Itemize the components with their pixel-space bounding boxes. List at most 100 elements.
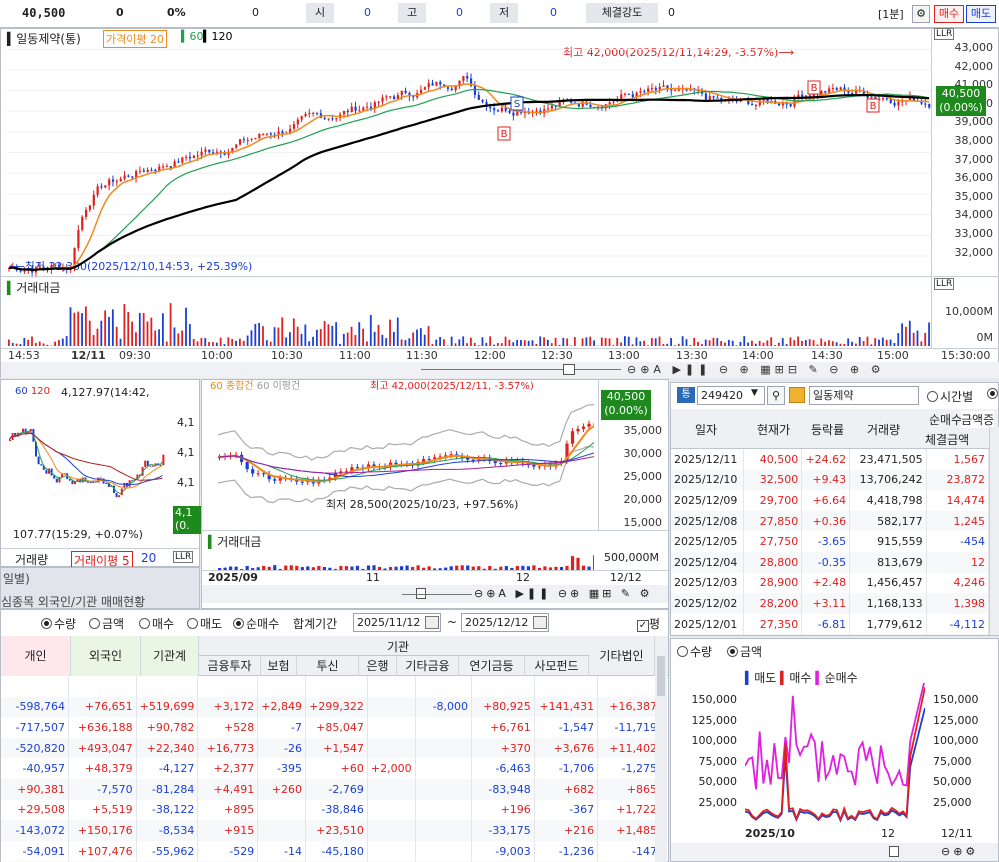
date-to-field[interactable]: 2025/12/12	[461, 613, 549, 632]
period-label[interactable]: [1분]	[878, 8, 904, 21]
sell-order-button[interactable]: 매도	[966, 5, 996, 23]
daily-cell: 13,706,242	[849, 469, 927, 491]
daily-row[interactable]: 2025/12/10 32,500 +9.43 13,706,242 23,872	[671, 469, 989, 491]
radio-buy[interactable]: 매수	[139, 615, 174, 632]
radio-scroll-dot[interactable]	[987, 388, 998, 399]
investor-row[interactable]: +90,381 -7,570 -81,284 +4,491 +260 -2,769 -83,…	[1, 778, 661, 800]
daily-x-tick-2: 12	[516, 571, 530, 584]
investor-row[interactable]: -598,764 +76,651 +519,699 +3,172 +2,849 +299,…	[1, 696, 661, 718]
scroll-thumb[interactable]	[563, 364, 575, 375]
radio-sell-dot[interactable]	[187, 618, 198, 629]
intraday-price-plot[interactable]: S B B B	[7, 41, 931, 287]
avg-checkbox[interactable]: ✓ 평	[637, 615, 660, 632]
period-label: 합계기간	[293, 617, 338, 631]
daily-scrollbar[interactable]	[989, 427, 999, 635]
candle-body	[381, 97, 384, 102]
drawing-tools[interactable]: ⊖⊕A ▶❚❚ ⊖ ⊕ ▦⊞⊟ ✎ ⊖ ⊕ ⚙	[627, 363, 885, 376]
daily-row[interactable]: 2025/12/09 29,700 +6.64 4,418,798 14,474	[671, 490, 989, 511]
daily-row[interactable]: 2025/11/2829,350+1.561,320,4341,717	[671, 634, 989, 635]
avg-check-box[interactable]: ✓	[637, 620, 649, 632]
price-tick: 33,000	[954, 227, 994, 240]
radio-amt[interactable]: 금액	[89, 615, 124, 632]
radio-buy-dot[interactable]	[139, 618, 150, 629]
daily-cell: -0.35	[801, 551, 851, 573]
daily-volume-bar	[218, 567, 222, 571]
date-from-field[interactable]: 2025/11/12	[353, 613, 441, 632]
volume-axis-icon[interactable]: LLR	[934, 278, 955, 290]
buy-order-button[interactable]: 매수	[934, 5, 964, 23]
investor-row[interactable]	[1, 676, 661, 697]
stock-code-field[interactable]: 249420	[697, 386, 765, 405]
daily-row[interactable]: 2025/12/01 27,350 -6.81 1,779,612 -4,112	[671, 613, 989, 635]
daily-scroll-thumb[interactable]	[416, 588, 426, 599]
volume-bar	[720, 341, 723, 346]
mini-index-plot[interactable]	[9, 398, 169, 526]
daily-row[interactable]: 2025/12/08 27,850 +0.36 582,177 1,245	[671, 510, 989, 532]
axis-settings-icon[interactable]: LLR	[934, 28, 955, 40]
search-icon[interactable]: ⚲	[767, 386, 785, 405]
daily-row[interactable]: 2025/12/03 28,900 +2.48 1,456,457 4,246	[671, 572, 989, 594]
daily-tools[interactable]: ⊖⊕A ▶❚❚ ⊖⊕ ▦⊞ ✎ ⚙	[474, 587, 653, 600]
mini-candle	[27, 431, 30, 435]
calendar-to-icon[interactable]	[533, 616, 547, 629]
candle-body	[88, 205, 92, 210]
daily-row[interactable]: 2025/12/04 28,800 -0.35 813,679 12	[671, 551, 989, 573]
daily-row[interactable]: 2025/12/11 40,500 +24.62 23,471,505 1,567	[671, 449, 989, 470]
investor-row[interactable]: -717,507 +636,188 +90,782 +528 -7 +85,047 +6,7…	[1, 717, 661, 738]
gear-icon[interactable]: ⚙	[912, 5, 930, 23]
flow-radio-qty-dot[interactable]	[677, 646, 688, 657]
investor-scroll-thumb[interactable]	[657, 656, 665, 696]
investor-row[interactable]: -40,957 +48,379 -4,127 +2,377 -395 +60 +2,000 -…	[1, 758, 661, 779]
radio-sell[interactable]: 매도	[187, 615, 222, 632]
radio-time-dot[interactable]	[927, 391, 938, 402]
daily-volume-bar	[273, 565, 277, 571]
investor-cell	[197, 676, 259, 697]
flow-tools[interactable]: ⊖⊕⚙	[941, 845, 979, 858]
calendar-from-icon[interactable]	[425, 616, 439, 629]
radio-sell-label: 매도	[200, 617, 223, 631]
candle-body	[855, 90, 858, 94]
candle-body	[142, 170, 145, 172]
radio-qty[interactable]: 수량	[41, 615, 76, 632]
candle-body	[627, 93, 631, 95]
volume-bar	[704, 339, 707, 346]
favorite-icon[interactable]	[789, 387, 805, 403]
code-dropdown-icon[interactable]: ▼	[751, 388, 758, 398]
tab-foreign-institution[interactable]: 심종목 외국인/기관 매매현황	[1, 595, 146, 609]
radio-net-dot[interactable]	[233, 618, 244, 629]
daily-candle-plot[interactable]	[208, 390, 594, 530]
mini-candle	[144, 460, 147, 468]
volume-bar	[312, 336, 314, 346]
daily-scroll-track[interactable]	[402, 594, 472, 595]
volume-bar	[870, 344, 873, 346]
investor-cell: +682	[534, 778, 599, 800]
time-tick: 10:00	[201, 349, 233, 362]
radio-time[interactable]: 시간별	[927, 388, 973, 405]
scroll-track[interactable]	[421, 369, 621, 370]
daily-row[interactable]: 2025/12/05 27,750 -3.65 915,559 -454	[671, 531, 989, 552]
investor-cell	[257, 820, 306, 841]
radio-qty-dot[interactable]	[41, 618, 52, 629]
investor-row[interactable]: -54,091 +107,476 -55,962 -529 -14 -45,180 -9,0…	[1, 840, 661, 862]
flow-radio-amt-dot[interactable]	[727, 646, 738, 657]
volume-bar	[635, 337, 638, 346]
daily-cell: 582,177	[849, 510, 927, 532]
investor-scrollbar[interactable]	[655, 654, 667, 862]
flow-line-plot[interactable]	[745, 683, 925, 825]
flow-scroll-thumb[interactable]	[889, 846, 899, 857]
investor-row[interactable]: -143,072 +150,176 -8,534 +915 +23,510 -33,175…	[1, 820, 661, 841]
investor-row[interactable]: +29,508 +5,519 -38,122 +895 -38,846 +196 -367 +…	[1, 799, 661, 821]
radio-net[interactable]: 순매수	[233, 615, 279, 632]
daily-candle	[339, 471, 343, 473]
tab-daily[interactable]: 일별)	[3, 572, 30, 586]
daily-row[interactable]: 2025/12/02 28,200 +3.11 1,168,133 1,398	[671, 593, 989, 614]
daily-cell: +0.36	[801, 510, 851, 532]
flow-radio-amt[interactable]: 금액	[727, 643, 762, 660]
investor-row[interactable]: -520,820 +493,047 +22,340 +16,773 -26 +1,547 +…	[1, 737, 661, 759]
radio-amt-dot[interactable]	[89, 618, 100, 629]
volume-bar	[100, 320, 103, 346]
mini-axis-icon[interactable]: LLR	[173, 551, 194, 563]
radio-scroll[interactable]	[987, 388, 999, 401]
flow-radio-qty[interactable]: 수량	[677, 643, 712, 660]
daily-table: 2025/12/11 40,500 +24.62 23,471,505 1,567 202…	[671, 449, 989, 635]
